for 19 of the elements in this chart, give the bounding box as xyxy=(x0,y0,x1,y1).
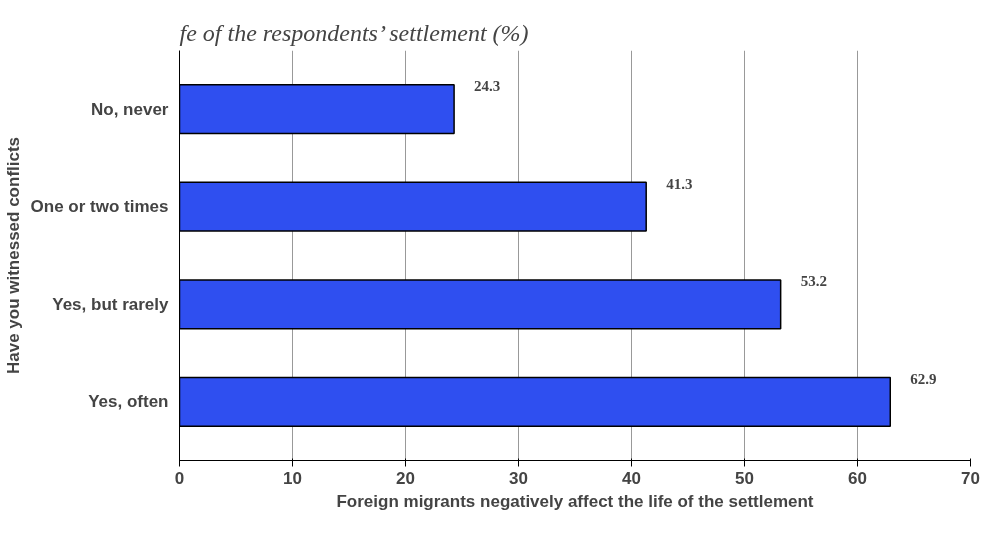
x-tick-label: 70 xyxy=(961,468,980,488)
data-label: 62.9 xyxy=(910,370,937,387)
y-tick-label: Yes, but rarely xyxy=(52,294,170,314)
x-axis-title: Foreign migrants negatively affect the life of the settlement xyxy=(336,491,814,511)
x-tick-label: 50 xyxy=(735,468,754,488)
x-tick-label: 20 xyxy=(396,468,415,488)
data-label: 41.3 xyxy=(666,175,693,192)
chart-title: fe of the respondents’ settlement (%) xyxy=(179,19,529,46)
data-label: 24.3 xyxy=(474,78,501,95)
data-label: 53.2 xyxy=(800,273,827,290)
y-axis-title: Have you witnessed conflicts xyxy=(3,136,23,375)
x-tick-label: 0 xyxy=(174,468,185,488)
y-tick-label: Yes, often xyxy=(88,392,169,412)
x-tick-label: 30 xyxy=(509,468,528,488)
y-tick-label: No, never xyxy=(91,99,169,119)
x-tick-label: 10 xyxy=(283,468,302,488)
x-tick-label: 60 xyxy=(848,468,867,488)
x-tick-label: 40 xyxy=(622,468,641,488)
y-tick-label: One or two times xyxy=(30,197,169,217)
